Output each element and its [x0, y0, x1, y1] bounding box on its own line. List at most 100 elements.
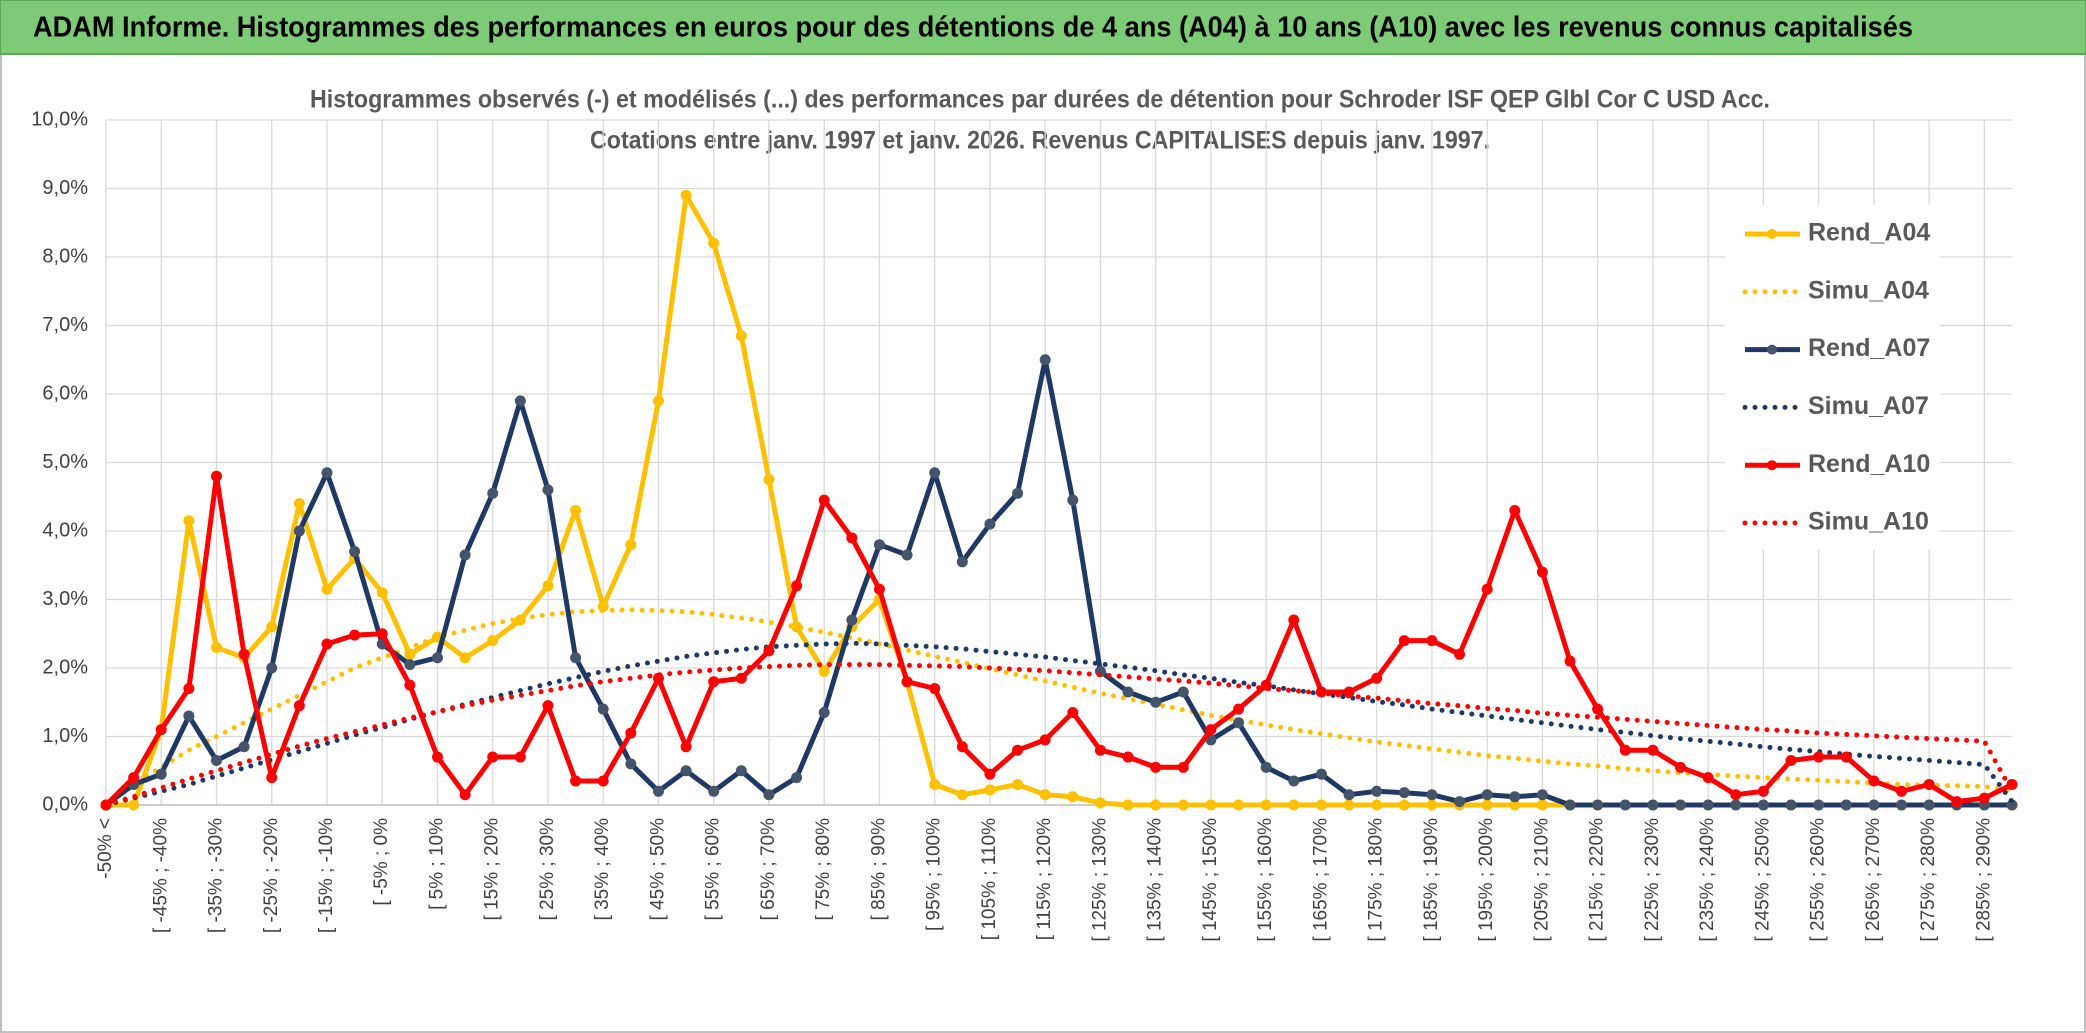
- marker: [459, 652, 471, 664]
- marker: [183, 683, 195, 695]
- y-tick-label: 9,0%: [42, 177, 88, 199]
- legend-label: Simu_A10: [1808, 508, 1929, 536]
- marker: [459, 549, 471, 561]
- marker: [1039, 734, 1051, 746]
- marker: [1509, 504, 1521, 516]
- marker: [625, 727, 637, 739]
- marker: [846, 614, 858, 626]
- marker: [1536, 799, 1548, 811]
- marker: [1371, 785, 1383, 797]
- marker: [1233, 717, 1245, 729]
- x-tick-label: [ -45% ; -40%: [150, 818, 171, 933]
- x-tick-label: [ -35% ; -30%: [206, 818, 227, 933]
- marker: [542, 484, 554, 496]
- marker: [1564, 655, 1576, 667]
- marker: [1039, 354, 1051, 366]
- marker: [1785, 799, 1797, 811]
- legend-label: Simu_A04: [1808, 276, 1929, 304]
- y-tick-label: 0,0%: [42, 793, 88, 815]
- x-tick-label: [ 155% ; 160%: [1255, 818, 1276, 942]
- chart-subtitle: Cotations entre janv. 1997 et janv. 2026…: [590, 127, 1490, 155]
- marker: [873, 583, 885, 595]
- marker: [652, 785, 664, 797]
- dotted-line: [103, 607, 2015, 808]
- marker: [1288, 775, 1300, 787]
- marker: [1647, 799, 1659, 811]
- header-bar: [0, 0, 2086, 55]
- marker: [791, 580, 803, 592]
- marker: [431, 751, 443, 763]
- marker: [1619, 799, 1631, 811]
- marker: [487, 751, 499, 763]
- marker: [155, 724, 167, 736]
- marker: [321, 467, 333, 479]
- x-tick-label: [ 275% ; 280%: [1918, 818, 1939, 942]
- marker: [956, 741, 968, 753]
- marker: [708, 785, 720, 797]
- marker: [1509, 791, 1521, 803]
- marker: [1454, 648, 1466, 660]
- marker: [1896, 785, 1908, 797]
- marker: [1012, 744, 1024, 756]
- x-tick-label: [ 255% ; 260%: [1808, 818, 1829, 942]
- marker: [210, 641, 222, 653]
- marker: [514, 395, 526, 407]
- header-title: ADAM Informe. Histogrammes des performan…: [33, 12, 1913, 44]
- marker: [1592, 703, 1604, 715]
- marker: [183, 515, 195, 527]
- marker: [1730, 799, 1742, 811]
- marker: [1564, 799, 1576, 811]
- marker: [1177, 799, 1189, 811]
- marker: [1288, 799, 1300, 811]
- x-tick-label: [ 185% ; 190%: [1421, 818, 1442, 942]
- marker: [1426, 789, 1438, 801]
- line: [104, 473, 2014, 807]
- legend-marker: [1767, 344, 1777, 355]
- marker: [625, 539, 637, 551]
- marker: [431, 652, 443, 664]
- marker: [680, 741, 692, 753]
- x-tick-label: [ 195% ; 200%: [1476, 818, 1497, 942]
- marker: [1813, 799, 1825, 811]
- x-tick-label: [ 85% ; 90%: [868, 818, 889, 921]
- x-tick-label: [ 105% ; 110%: [979, 818, 1000, 940]
- marker: [984, 518, 996, 530]
- marker: [1619, 744, 1631, 756]
- marker: [1122, 751, 1134, 763]
- y-tick-label: 10,0%: [31, 108, 88, 130]
- marker: [238, 648, 250, 660]
- marker: [1592, 799, 1604, 811]
- plot: [100, 189, 2018, 811]
- marker: [708, 237, 720, 249]
- marker: [1371, 799, 1383, 811]
- marker: [846, 532, 858, 544]
- legend-label: Simu_A07: [1808, 392, 1929, 420]
- y-tick-label: 5,0%: [42, 451, 88, 473]
- marker: [570, 504, 582, 516]
- y-tick-label: 6,0%: [42, 382, 88, 404]
- x-tick-label: [ 265% ; 270%: [1863, 818, 1884, 942]
- y-tick-label: 4,0%: [42, 519, 88, 541]
- marker: [735, 672, 747, 684]
- marker: [1757, 785, 1769, 797]
- marker: [1426, 799, 1438, 811]
- marker: [128, 772, 140, 784]
- marker: [818, 707, 830, 719]
- x-tick-label: [ -25% ; -20%: [261, 818, 282, 933]
- marker: [625, 758, 637, 770]
- x-tick-label: [ 15% ; 20%: [482, 818, 503, 921]
- x-tick-label: [ 285% ; 290%: [1973, 818, 1994, 942]
- x-tick-label: [ 45% ; 50%: [647, 818, 668, 921]
- marker: [1150, 696, 1162, 708]
- x-tick-label: [ 125% ; 130%: [1089, 818, 1110, 942]
- marker: [1371, 672, 1383, 684]
- marker: [1233, 799, 1245, 811]
- marker: [459, 789, 471, 801]
- marker: [293, 525, 305, 537]
- marker: [1122, 686, 1134, 698]
- marker: [1951, 796, 1963, 808]
- marker: [1813, 751, 1825, 763]
- marker: [708, 676, 720, 688]
- x-tick-label: [ 75% ; 80%: [813, 818, 834, 921]
